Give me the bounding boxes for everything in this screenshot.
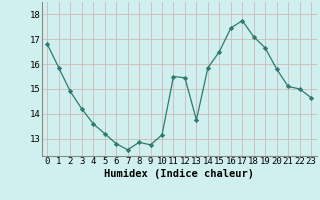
X-axis label: Humidex (Indice chaleur): Humidex (Indice chaleur) bbox=[104, 169, 254, 179]
